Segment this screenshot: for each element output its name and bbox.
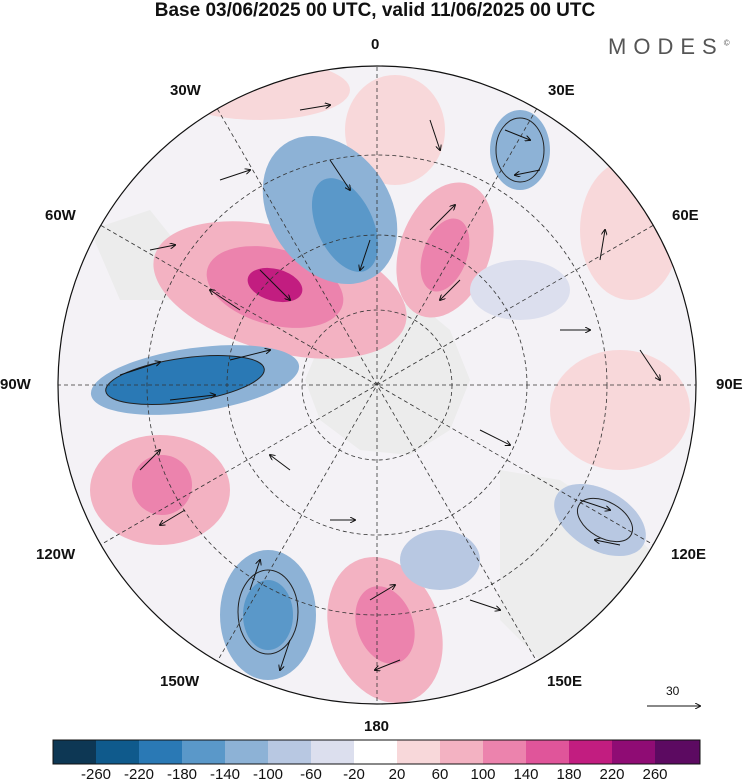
positive-anomaly xyxy=(550,350,690,470)
negative-anomaly-core xyxy=(105,355,265,405)
lon-label-120w: 120W xyxy=(36,546,76,563)
colorbar xyxy=(52,739,701,765)
colorbar-segment xyxy=(311,740,354,764)
negative-anomaly xyxy=(400,530,480,590)
colorbar-segment xyxy=(483,740,526,764)
colorbar-segment xyxy=(440,740,483,764)
map-boundary xyxy=(57,65,697,705)
positive-anomaly xyxy=(132,455,192,515)
colorbar-tick-label: 260 xyxy=(642,766,668,783)
lon-label-120e: 120E xyxy=(671,546,707,563)
colorbar-segment xyxy=(612,740,655,764)
positive-anomaly xyxy=(580,160,680,300)
colorbar-tick-label: 140 xyxy=(513,766,539,783)
map-title: Base 03/06/2025 00 UTC, valid 11/06/2025… xyxy=(154,0,596,21)
colorbar-tick-label: -100 xyxy=(252,766,284,783)
colorbar-tick-label: -60 xyxy=(300,766,322,783)
colorbar-tick-label: 20 xyxy=(388,766,406,783)
lon-label-180: 180 xyxy=(364,718,390,735)
positive-anomaly xyxy=(420,218,470,292)
lon-label-60w: 60W xyxy=(45,207,76,224)
reference-vector-label: 30 xyxy=(666,684,680,698)
lon-label-0: 0 xyxy=(371,36,380,53)
colorbar-segment xyxy=(139,740,182,764)
colorbar-tick-label: 100 xyxy=(470,766,496,783)
negative-anomaly xyxy=(554,483,646,557)
lon-label-30w: 30W xyxy=(170,82,201,99)
colorbar-segment xyxy=(655,740,700,764)
colorbar-tick-label: 60 xyxy=(431,766,449,783)
negative-anomaly xyxy=(243,580,293,650)
negative-anomaly xyxy=(311,178,379,272)
colorbar-segment xyxy=(268,740,311,764)
colorbar-segment xyxy=(526,740,569,764)
colorbar-tick-label: -180 xyxy=(166,766,198,783)
lon-label-60e: 60E xyxy=(672,207,699,224)
lon-label-150w: 150W xyxy=(160,673,200,690)
lon-label-30e: 30E xyxy=(548,82,575,99)
colorbar-segment xyxy=(96,740,139,764)
lon-label-90e: 90E xyxy=(716,376,743,393)
colorbar-segment xyxy=(182,740,225,764)
graticule xyxy=(58,66,696,704)
lon-label-150e: 150E xyxy=(547,673,583,690)
colorbar-segment xyxy=(354,740,397,764)
wind-vectors xyxy=(119,105,660,670)
negative-anomaly xyxy=(490,110,550,190)
colorbar-segment xyxy=(397,740,440,764)
colorbar-segment xyxy=(53,740,96,764)
anomaly-field xyxy=(58,66,696,704)
brand-logo: MODES© xyxy=(608,34,730,59)
positive-anomaly xyxy=(355,586,415,664)
colorbar-tick-label: 180 xyxy=(556,766,582,783)
colorbar-tick-label: -20 xyxy=(343,766,365,783)
positive-anomaly xyxy=(345,75,445,185)
lon-label-90w: 90W xyxy=(0,376,31,393)
colorbar-tick-label: -220 xyxy=(123,766,155,783)
colorbar-tick-label: 220 xyxy=(599,766,625,783)
negative-anomaly xyxy=(470,260,570,320)
colorbar-segment xyxy=(225,740,268,764)
colorbar-tick-label: -260 xyxy=(80,766,112,783)
colorbar-tick-label: -140 xyxy=(209,766,241,783)
colorbar-segment xyxy=(569,740,612,764)
